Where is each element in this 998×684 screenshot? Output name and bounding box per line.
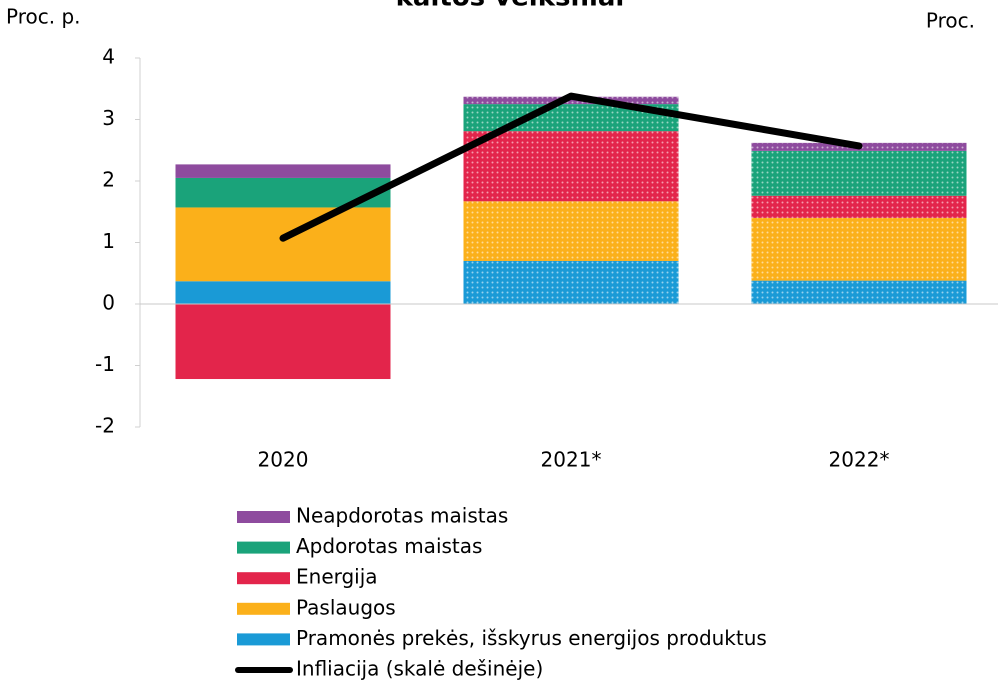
legend-label: Energija	[296, 565, 378, 589]
bar-segment	[175, 164, 391, 178]
projection-pattern	[463, 260, 679, 304]
line-series	[279, 92, 863, 242]
y-tick-label: 4	[102, 45, 115, 69]
projection-pattern	[751, 195, 967, 218]
projection-pattern	[463, 131, 679, 202]
legend-swatch	[237, 541, 290, 554]
bar-segment	[175, 304, 391, 380]
legend-swatch	[237, 602, 290, 615]
y2-axis-label: Proc.	[926, 9, 975, 33]
x-tick-label: 2022*	[829, 448, 890, 472]
projection-pattern	[751, 280, 967, 304]
y-tick-label: 1	[102, 229, 115, 253]
y-axis-label: Proc. p.	[6, 5, 81, 29]
legend-swatch	[237, 511, 290, 523]
legend-label: Apdorotas maistas	[296, 534, 482, 558]
legend-label: Infliacija (skalė dešinėje)	[296, 657, 543, 681]
legend-label: Pramonės prekės, išskyrus energijos prod…	[296, 626, 767, 650]
y-tick-label: -2	[95, 414, 115, 438]
chart-title: kaitos veiksniai	[396, 0, 625, 13]
y-tick-label: 0	[102, 291, 115, 315]
bar-segment	[175, 281, 391, 304]
legend-swatch	[237, 572, 290, 585]
legend-swatch	[237, 633, 290, 646]
projection-pattern	[463, 201, 679, 261]
x-tick-label: 2021*	[541, 448, 602, 472]
legend-label: Paslaugos	[296, 595, 396, 619]
projection-pattern	[751, 217, 967, 281]
x-tick-label: 2020	[258, 448, 309, 472]
legend-label: Neapdorotas maistas	[296, 504, 508, 528]
y-tick-label: 3	[102, 106, 115, 130]
y-tick-label: -1	[95, 352, 115, 376]
projection-pattern	[463, 96, 679, 105]
y-tick-label: 2	[102, 168, 115, 192]
bar-segment	[175, 207, 391, 282]
projection-pattern	[751, 150, 967, 196]
